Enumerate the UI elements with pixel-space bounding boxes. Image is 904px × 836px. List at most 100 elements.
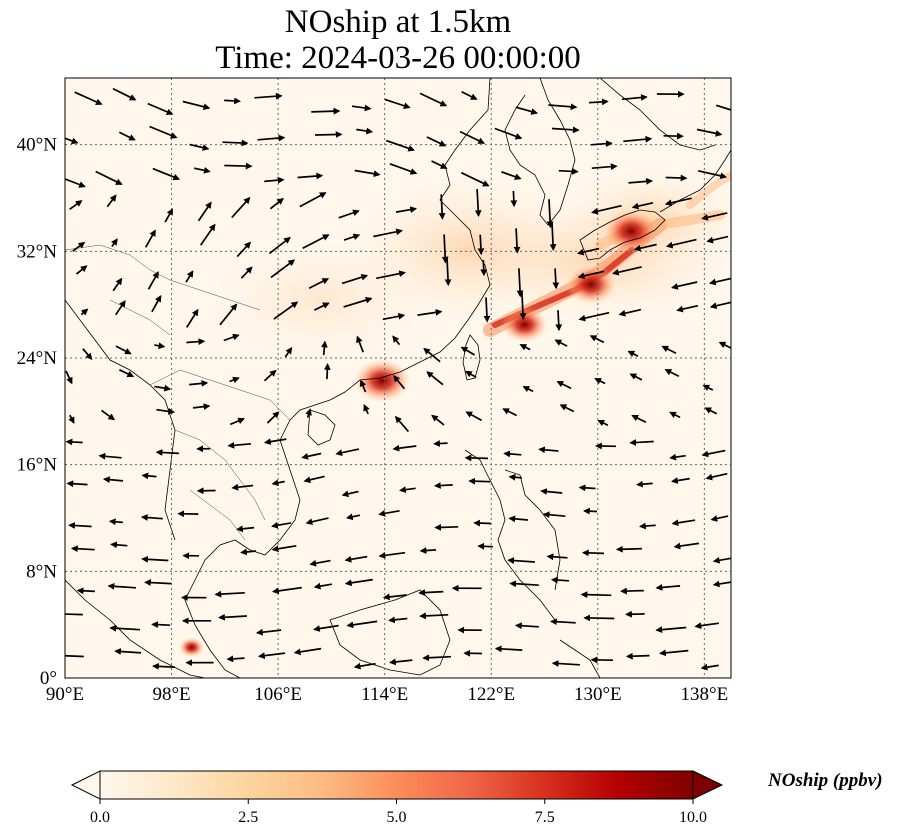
wind-arrow xyxy=(669,453,686,461)
wind-arrow xyxy=(341,490,359,498)
wind-arrow xyxy=(154,342,166,350)
vietnam-coast xyxy=(249,419,301,556)
wind-arrow xyxy=(257,134,286,142)
wind-arrow xyxy=(460,171,490,187)
wind-arrow xyxy=(189,380,209,387)
wind-arrow xyxy=(669,411,681,419)
wind-arrow xyxy=(344,578,373,587)
wind-arrow xyxy=(558,168,579,175)
wind-arrow xyxy=(422,654,452,662)
wind-arrow xyxy=(345,513,361,521)
wind-arrow xyxy=(154,384,172,392)
wind-arrow xyxy=(399,486,416,494)
wind-arrow xyxy=(284,346,293,358)
wind-arrow xyxy=(70,545,95,553)
lat-tick-label: 40°N xyxy=(17,135,58,156)
wind-arrow xyxy=(263,438,287,445)
wind-arrow xyxy=(69,200,83,210)
wind-arrow xyxy=(508,473,522,481)
wind-arrow xyxy=(423,347,441,363)
wind-arrow xyxy=(620,587,644,595)
wind-arrow xyxy=(465,411,483,422)
wind-arrow xyxy=(417,309,443,316)
wind-arrow xyxy=(270,259,296,279)
wind-arrow xyxy=(433,440,448,447)
wind-arrow xyxy=(618,308,642,317)
lon-tick-label: 130°E xyxy=(574,684,622,705)
wind-arrow xyxy=(231,196,251,219)
wind-arrow xyxy=(346,620,378,629)
wind-arrow xyxy=(591,204,622,215)
lon-tick-label: 98°E xyxy=(152,684,190,705)
sulawesi-coast xyxy=(559,639,601,678)
wind-arrow xyxy=(111,238,118,247)
wind-arrow xyxy=(255,628,282,636)
wind-arrow xyxy=(664,197,692,207)
colorbar-max-extend xyxy=(692,770,724,800)
wind-arrow xyxy=(508,515,528,523)
wind-arrow xyxy=(710,515,729,522)
wind-arrow xyxy=(218,613,247,621)
wind-arrow xyxy=(75,265,88,275)
wind-arrow xyxy=(503,450,522,458)
wind-arrow xyxy=(546,199,554,229)
wind-arrow xyxy=(664,369,680,378)
border-himalaya xyxy=(65,244,261,311)
colorbar xyxy=(99,770,694,800)
wind-arrow xyxy=(431,160,448,169)
colorbar-tick-label: 5.0 xyxy=(387,809,407,826)
wind-arrow xyxy=(477,542,493,550)
wind-arrow xyxy=(538,446,559,454)
wind-arrow xyxy=(621,94,648,101)
wind-arrow xyxy=(625,610,645,618)
wind-arrow xyxy=(631,414,647,424)
wind-arrow xyxy=(299,192,327,208)
lat-tick-label: 32°N xyxy=(17,241,58,262)
map-frame xyxy=(64,77,732,679)
malay-peninsula xyxy=(184,539,251,678)
wind-arrow xyxy=(698,169,728,180)
lon-tick-label: 90°E xyxy=(46,684,84,705)
wind-arrow xyxy=(363,404,370,415)
wind-arrow xyxy=(542,511,566,519)
wind-arrow xyxy=(501,171,522,180)
wind-arrow xyxy=(540,488,563,495)
hotspot xyxy=(602,209,660,254)
wind-arrow xyxy=(551,660,580,667)
wind-arrow xyxy=(114,648,142,655)
lon-tick-label: 122°E xyxy=(467,684,515,705)
longitude-labels: 90°E 98°E 106°E 114°E 122°E 130°E 138°E xyxy=(46,684,728,705)
wind-arrow xyxy=(65,438,83,446)
border-thai-laos xyxy=(174,429,266,521)
wind-arrow xyxy=(189,143,210,151)
wind-arrow xyxy=(389,658,413,666)
hotspot-layer xyxy=(178,209,660,658)
wind-arrow xyxy=(144,229,156,248)
wind-arrow xyxy=(257,652,286,660)
wind-arrow xyxy=(197,201,212,222)
wind-arrow xyxy=(546,553,568,561)
wind-arrow xyxy=(356,335,364,353)
wind-arrow xyxy=(559,404,575,413)
wind-arrow xyxy=(107,582,137,590)
wind-arrow xyxy=(594,377,606,385)
wind-arrow xyxy=(321,340,328,356)
wind-arrow xyxy=(515,106,539,115)
wind-arrow xyxy=(98,452,122,460)
wind-arrow xyxy=(460,346,476,356)
wind-arrow xyxy=(639,522,656,530)
kyushu-shikoku xyxy=(579,209,666,261)
wind-arrow xyxy=(551,126,580,134)
wind-arrow xyxy=(509,580,539,588)
wind-arrow xyxy=(550,618,576,626)
wind-arrow xyxy=(72,241,86,252)
wind-arrow xyxy=(392,335,401,346)
wind-arrow xyxy=(550,576,570,584)
wind-arrow xyxy=(665,174,688,182)
wind-arrow xyxy=(581,549,605,557)
wind-arrow xyxy=(182,100,211,111)
wind-arrow xyxy=(144,579,172,586)
wind-arrow xyxy=(665,238,697,249)
map-title-line2: Time: 2024-03-26 00:00:00 xyxy=(215,40,581,76)
wind-arrow xyxy=(266,411,280,424)
